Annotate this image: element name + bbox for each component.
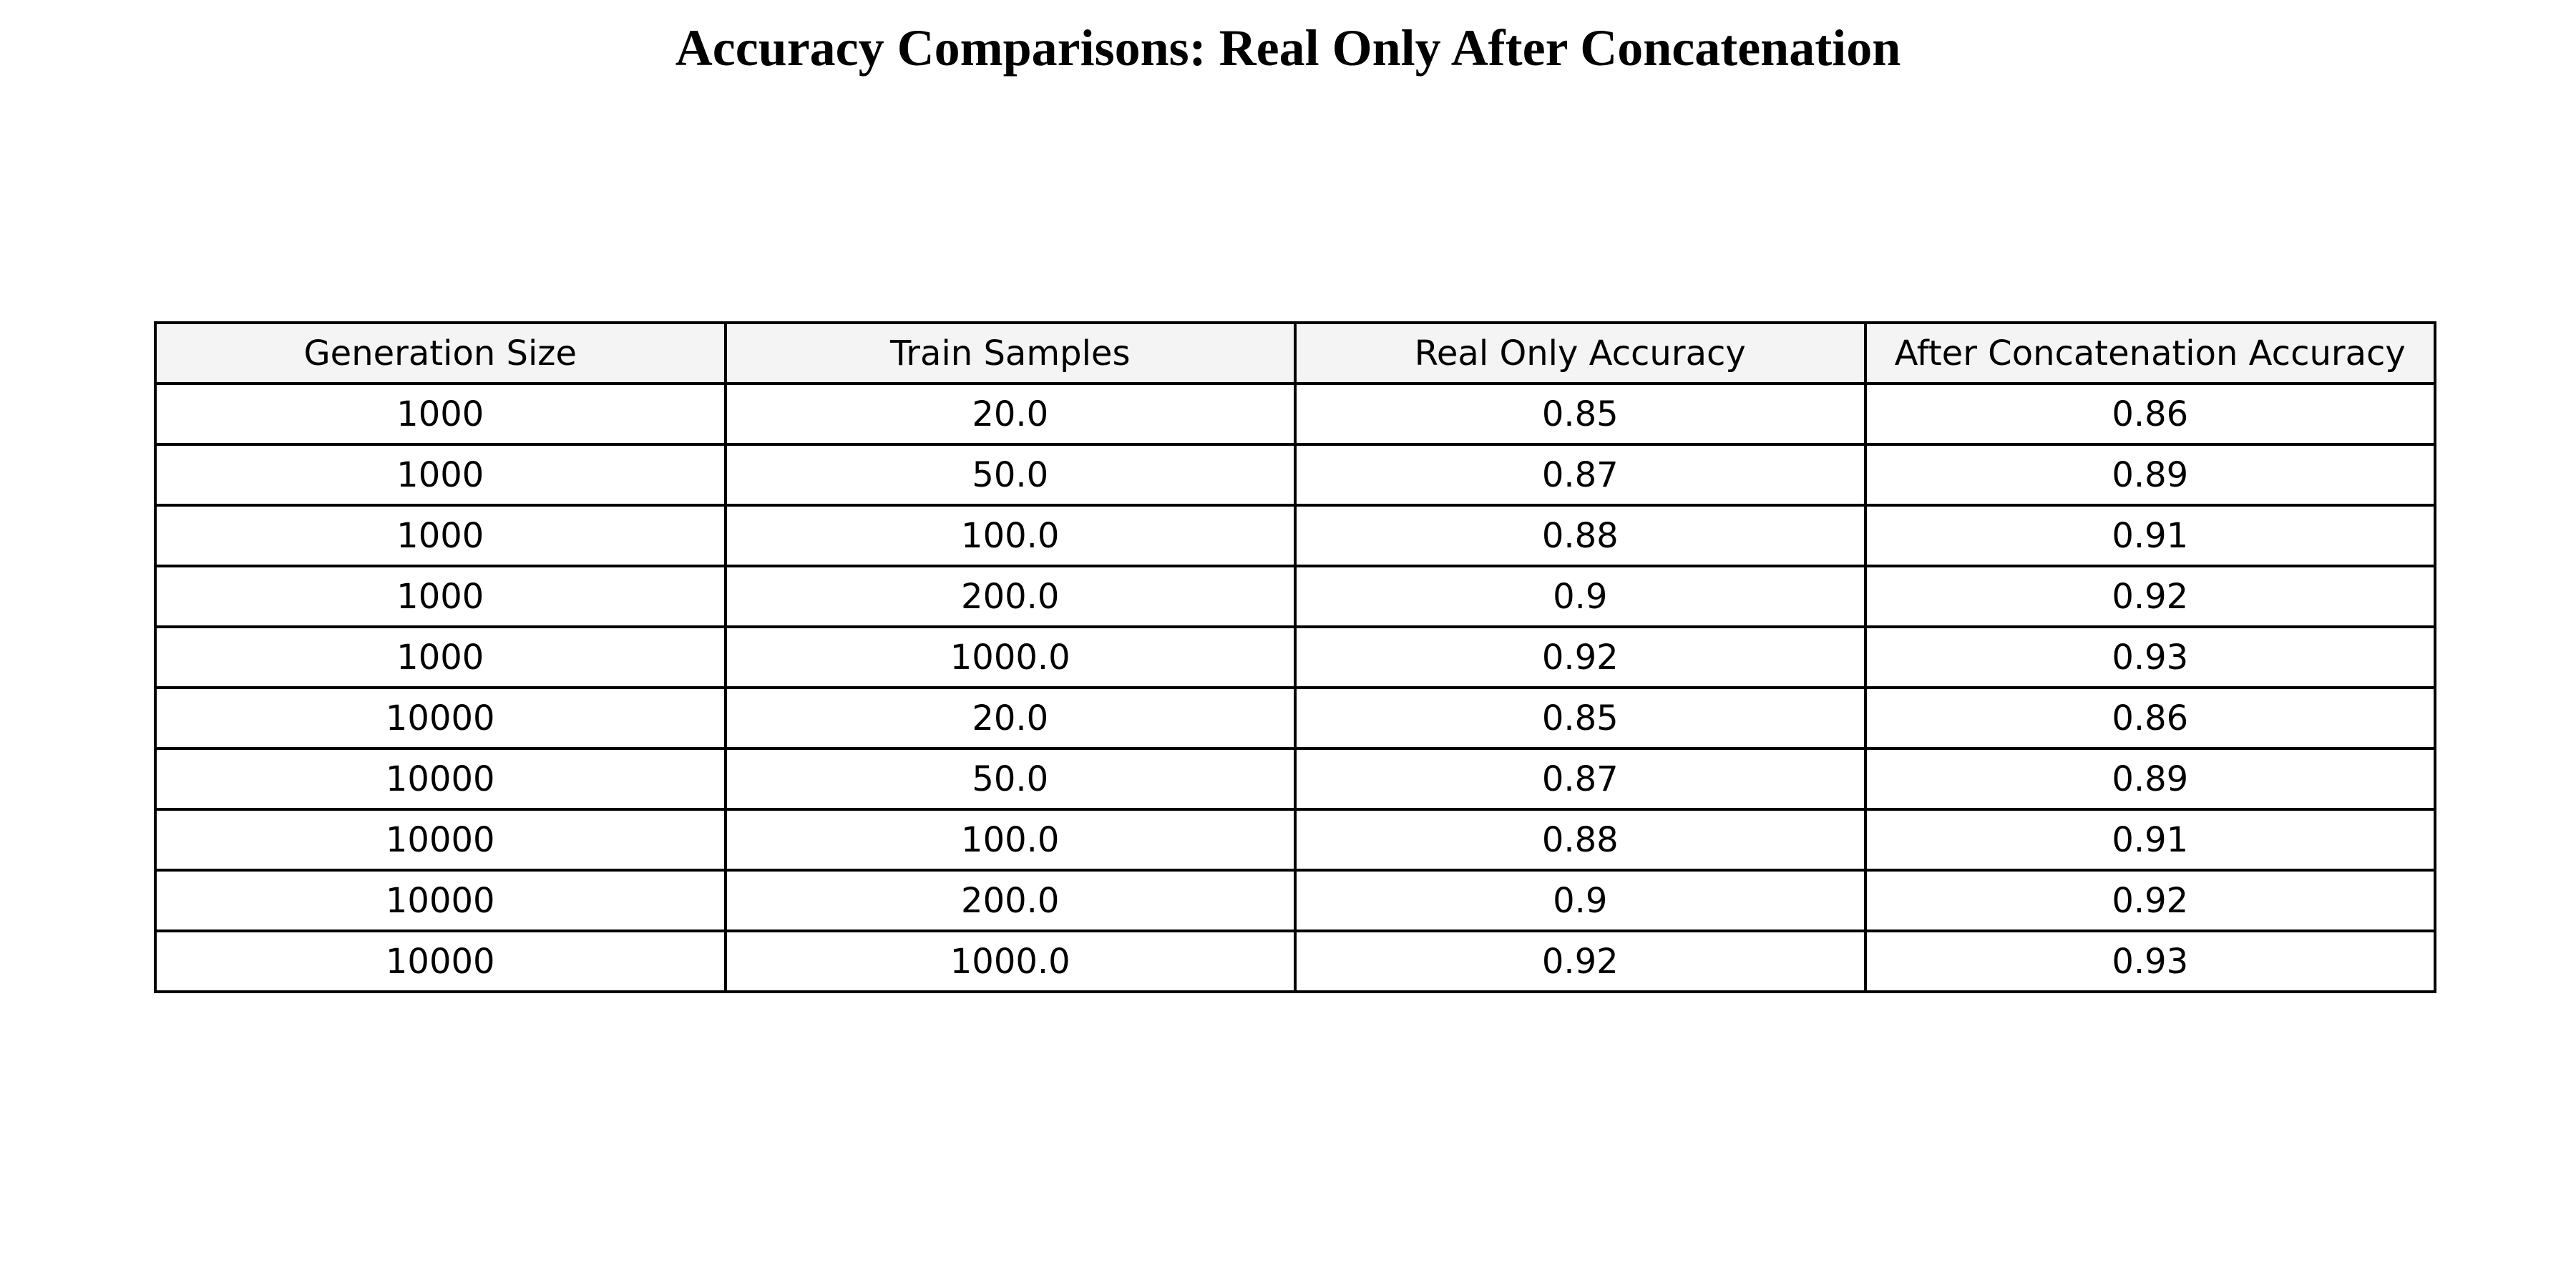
cell-train-samples: 100.0	[723, 504, 1297, 567]
table-body: 1000 20.0 0.85 0.86 1000 50.0 0.87 0.89 …	[154, 382, 2436, 993]
cell-after-concatenation-accuracy: 0.92	[1863, 565, 2436, 628]
cell-train-samples: 50.0	[723, 443, 1297, 507]
cell-train-samples: 100.0	[723, 808, 1297, 872]
column-header-train-samples: Train Samples	[723, 321, 1297, 385]
cell-generation-size: 1000	[154, 565, 727, 628]
cell-train-samples: 20.0	[723, 686, 1297, 750]
cell-train-samples: 200.0	[723, 565, 1297, 628]
cell-generation-size: 1000	[154, 443, 727, 507]
cell-real-only-accuracy: 0.92	[1294, 930, 1867, 993]
cell-generation-size: 10000	[154, 686, 727, 750]
cell-real-only-accuracy: 0.85	[1294, 686, 1867, 750]
column-header-real-only-accuracy: Real Only Accuracy	[1294, 321, 1867, 385]
table-row: 10000 20.0 0.85 0.86	[154, 686, 2436, 750]
table-row: 10000 50.0 0.87 0.89	[154, 747, 2436, 811]
cell-after-concatenation-accuracy: 0.93	[1863, 625, 2436, 689]
cell-real-only-accuracy: 0.88	[1294, 504, 1867, 567]
accuracy-table: Generation Size Train Samples Real Only …	[154, 321, 2436, 993]
table-row: 10000 200.0 0.9 0.92	[154, 869, 2436, 932]
cell-generation-size: 10000	[154, 869, 727, 932]
cell-after-concatenation-accuracy: 0.86	[1863, 382, 2436, 446]
cell-after-concatenation-accuracy: 0.91	[1863, 808, 2436, 872]
cell-generation-size: 1000	[154, 625, 727, 689]
table-row: 10000 100.0 0.88 0.91	[154, 808, 2436, 872]
cell-generation-size: 10000	[154, 808, 727, 872]
cell-real-only-accuracy: 0.9	[1294, 869, 1867, 932]
cell-train-samples: 50.0	[723, 747, 1297, 811]
table-row: 10000 1000.0 0.92 0.93	[154, 930, 2436, 993]
column-header-after-concatenation-accuracy: After Concatenation Accuracy	[1863, 321, 2436, 385]
cell-real-only-accuracy: 0.92	[1294, 625, 1867, 689]
cell-after-concatenation-accuracy: 0.89	[1863, 443, 2436, 507]
cell-train-samples: 200.0	[723, 869, 1297, 932]
table-row: 1000 50.0 0.87 0.89	[154, 443, 2436, 507]
cell-generation-size: 1000	[154, 504, 727, 567]
cell-after-concatenation-accuracy: 0.86	[1863, 686, 2436, 750]
table-row: 1000 1000.0 0.92 0.93	[154, 625, 2436, 689]
table-header-row: Generation Size Train Samples Real Only …	[154, 321, 2436, 385]
cell-real-only-accuracy: 0.87	[1294, 747, 1867, 811]
cell-train-samples: 1000.0	[723, 625, 1297, 689]
cell-train-samples: 20.0	[723, 382, 1297, 446]
cell-generation-size: 1000	[154, 382, 727, 446]
table-row: 1000 100.0 0.88 0.91	[154, 504, 2436, 567]
cell-train-samples: 1000.0	[723, 930, 1297, 993]
cell-generation-size: 10000	[154, 747, 727, 811]
cell-real-only-accuracy: 0.85	[1294, 382, 1867, 446]
cell-real-only-accuracy: 0.88	[1294, 808, 1867, 872]
cell-real-only-accuracy: 0.87	[1294, 443, 1867, 507]
cell-after-concatenation-accuracy: 0.92	[1863, 869, 2436, 932]
cell-after-concatenation-accuracy: 0.93	[1863, 930, 2436, 993]
column-header-generation-size: Generation Size	[154, 321, 727, 385]
cell-after-concatenation-accuracy: 0.91	[1863, 504, 2436, 567]
chart-title: Accuracy Comparisons: Real Only After Co…	[675, 19, 1901, 77]
cell-generation-size: 10000	[154, 930, 727, 993]
cell-after-concatenation-accuracy: 0.89	[1863, 747, 2436, 811]
cell-real-only-accuracy: 0.9	[1294, 565, 1867, 628]
table-row: 1000 200.0 0.9 0.92	[154, 565, 2436, 628]
table-row: 1000 20.0 0.85 0.86	[154, 382, 2436, 446]
